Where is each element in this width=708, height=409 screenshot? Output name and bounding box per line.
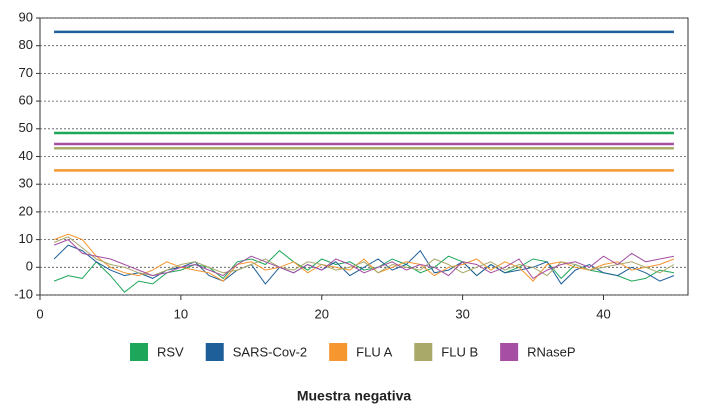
legend-swatch [205,343,224,361]
series-line [53,233,675,282]
legend-label: FLU B [441,344,478,359]
x-tick-label: 20 [315,306,329,321]
legend-swatch [414,343,433,361]
y-tick-label: -10 [14,286,33,301]
series-line [53,244,675,285]
legend-swatch [130,343,148,361]
legend-swatch [329,343,348,361]
legend-label: RSV [157,344,184,359]
y-tick-label: 30 [19,176,33,191]
series-line [53,250,674,293]
y-tick-label: 80 [19,37,33,52]
y-tick-label: 20 [19,203,33,218]
y-tick-label: 70 [19,65,33,80]
x-tick-label: 0 [36,306,43,321]
y-tick-label: 40 [19,148,33,163]
x-tick-label: 40 [596,306,610,321]
series-line [53,239,674,280]
chart-title: Muestra negativa [297,388,412,404]
legend-swatch [500,343,519,361]
y-tick-label: 0 [26,259,33,274]
y-tick-label: 90 [19,9,33,24]
legend-label: RNaseP [527,344,575,359]
y-tick-label: 60 [19,93,33,108]
y-tick-label: 50 [19,120,33,135]
x-tick-label: 10 [174,306,188,321]
legend-label: SARS-Cov-2 [233,344,307,359]
series-line [53,236,675,277]
x-tick-label: 30 [455,306,469,321]
legend-label: FLU A [356,344,392,359]
y-tick-label: 10 [19,231,33,246]
